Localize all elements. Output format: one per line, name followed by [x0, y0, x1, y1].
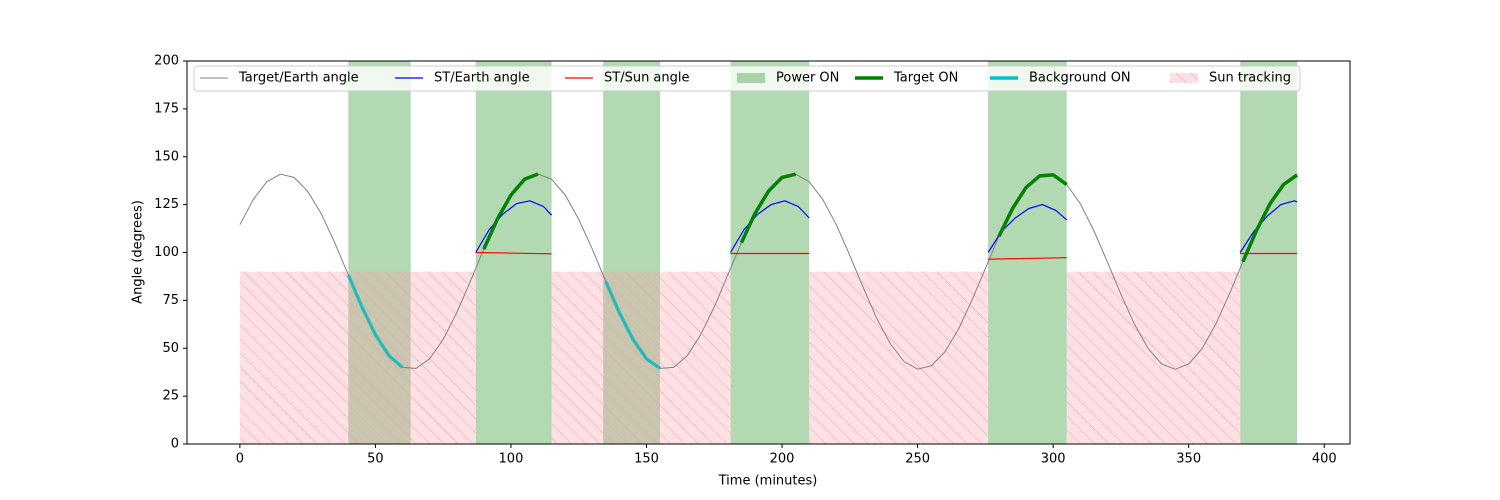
span: [988, 61, 1067, 444]
span-hatch: [1066, 271, 1241, 444]
x-tick-label: 200: [770, 452, 795, 467]
y-tick-label: 200: [154, 54, 179, 69]
series-line: [475, 200, 1298, 253]
y-tick-label: 25: [162, 389, 179, 404]
legend-label: Sun tracking: [1209, 71, 1291, 86]
legend-box: [193, 65, 1301, 92]
y-tick-label: 75: [162, 293, 179, 308]
span: [730, 61, 810, 444]
legend-label: Power ON: [776, 71, 839, 86]
legend-swatch-hatch: [1170, 73, 1198, 83]
series-line: [482, 172, 1299, 263]
x-tick-label: 0: [236, 452, 244, 467]
x-tick-label: 400: [1312, 452, 1337, 467]
span: [1240, 61, 1298, 444]
x-tick-label: 250: [905, 452, 930, 467]
x-tick-label: 100: [499, 452, 524, 467]
y-tick-label: 175: [154, 101, 179, 116]
legend-label: Target ON: [893, 71, 958, 86]
x-axis-label: Time (minutes): [718, 474, 818, 489]
y-tick-label: 100: [154, 245, 179, 260]
legend-label: Target/Earth angle: [238, 71, 359, 86]
y-axis-label: Angle (degrees): [131, 200, 146, 304]
legend-label: Background ON: [1029, 71, 1131, 86]
y-tick-label: 50: [162, 341, 179, 356]
span-hatch: [551, 271, 731, 444]
x-tick-label: 150: [634, 452, 659, 467]
legend-swatch: [737, 73, 765, 83]
y-tick-label: 150: [154, 149, 179, 164]
x-tick-label: 350: [1176, 452, 1201, 467]
x-tick-label: 300: [1041, 452, 1066, 467]
y-tick-label: 125: [154, 197, 179, 212]
span-hatch: [809, 271, 989, 444]
series-line: [475, 251, 1298, 260]
legend-label: ST/Sun angle: [604, 71, 690, 86]
y-tick-label: 0: [171, 437, 179, 452]
series-line: [346, 274, 662, 370]
x-tick-label: 50: [367, 452, 384, 467]
legend-label: ST/Earth angle: [434, 71, 530, 86]
